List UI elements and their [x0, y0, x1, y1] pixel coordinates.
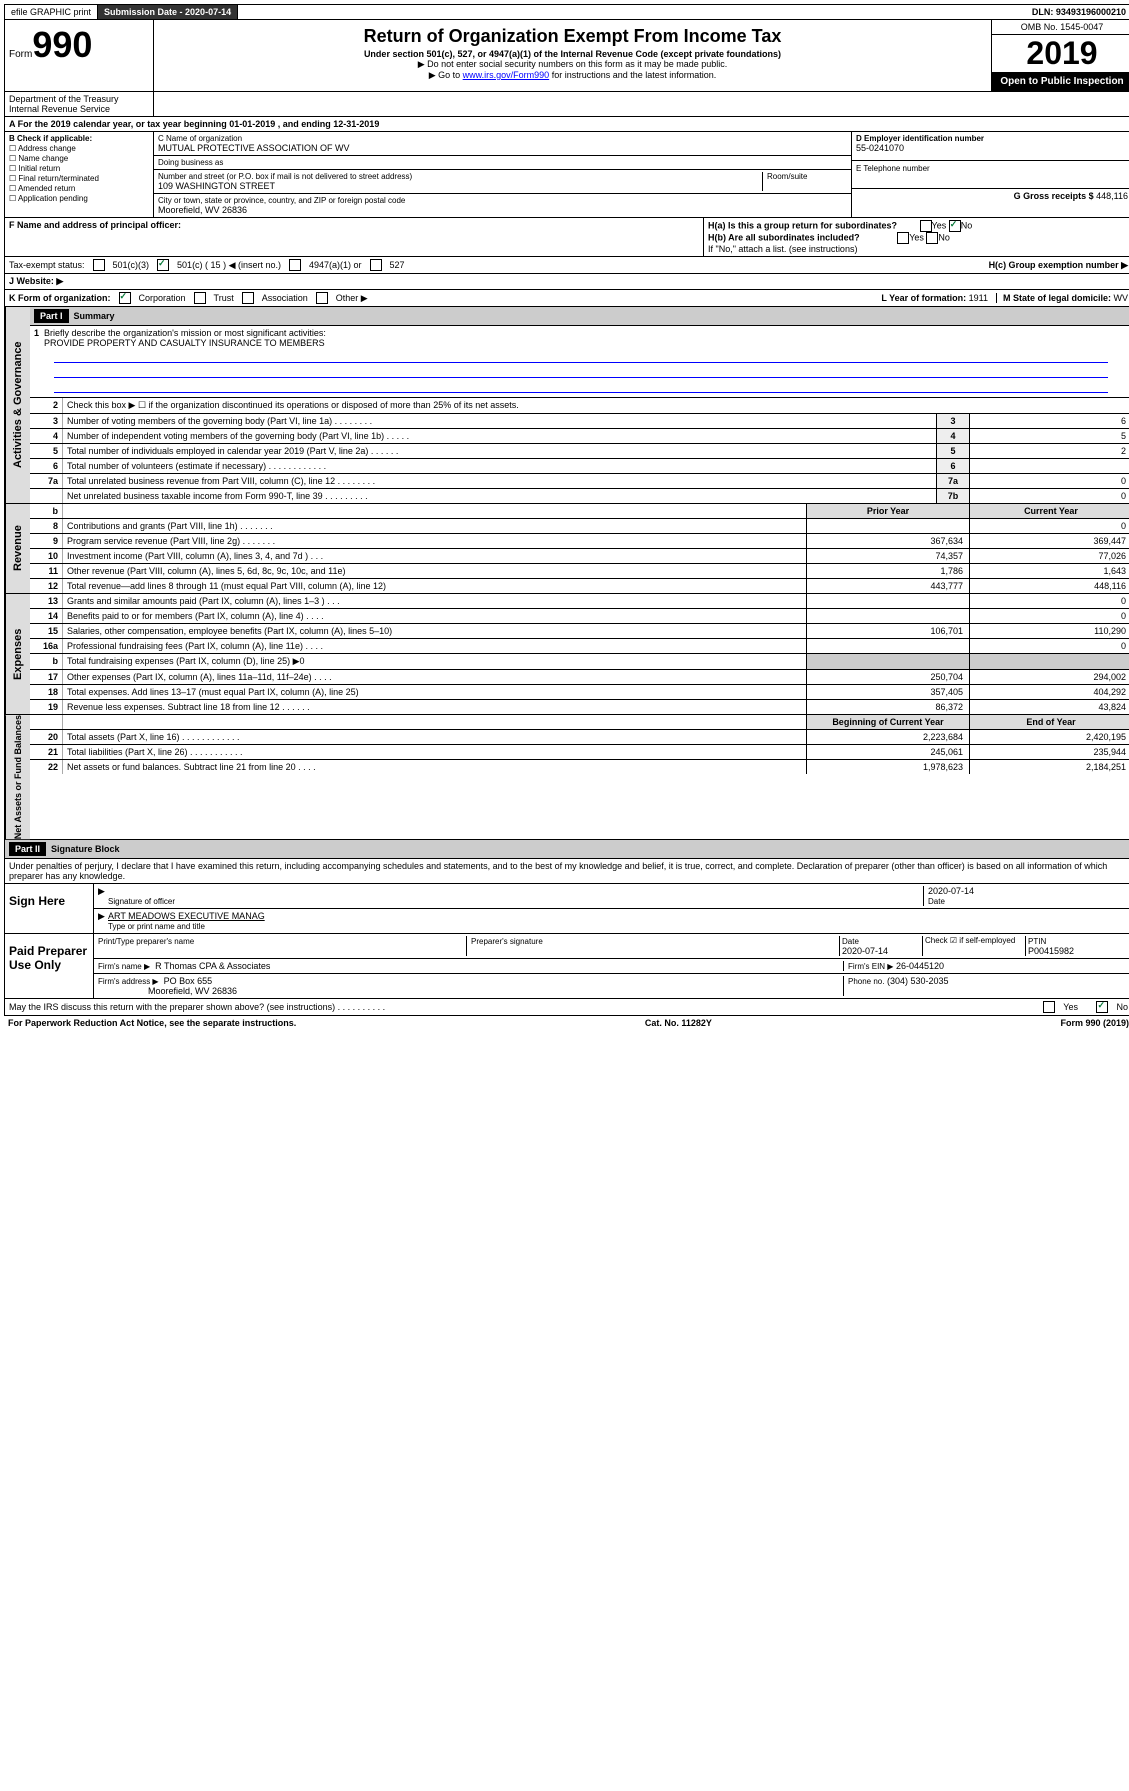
table-row: 21Total liabilities (Part X, line 26) . …: [30, 745, 1129, 760]
box-h: H(a) Is this a group return for subordin…: [704, 218, 1129, 256]
discuss-row: May the IRS discuss this return with the…: [4, 999, 1129, 1016]
box-b: B Check if applicable: ☐ Address change …: [5, 132, 154, 217]
gross-receipts: 448,116: [1096, 191, 1128, 201]
paid-preparer-label: Paid Preparer Use Only: [5, 934, 94, 998]
open-to-public-badge: Open to Public Inspection: [992, 72, 1129, 91]
side-label-net-assets: Net Assets or Fund Balances: [5, 715, 30, 839]
form-title: Return of Organization Exempt From Incom…: [158, 26, 987, 47]
current-year-header: Current Year: [969, 504, 1129, 518]
table-row: 7aTotal unrelated business revenue from …: [30, 474, 1129, 489]
side-label-revenue: Revenue: [5, 504, 30, 593]
table-row: 3Number of voting members of the governi…: [30, 414, 1129, 429]
table-row: 20Total assets (Part X, line 16) . . . .…: [30, 730, 1129, 745]
part-ii-header: Part II Signature Block: [5, 840, 1129, 859]
table-row: 11Other revenue (Part VIII, column (A), …: [30, 564, 1129, 579]
table-row: 17Other expenses (Part IX, column (A), l…: [30, 670, 1129, 685]
city-state-zip: Moorefield, WV 26836: [158, 205, 847, 215]
tax-year: 2019: [992, 35, 1129, 72]
subtitle-2: ▶ Do not enter social security numbers o…: [158, 59, 987, 70]
org-name: MUTUAL PROTECTIVE ASSOCIATION OF WV: [158, 143, 847, 153]
efile-label: efile GRAPHIC print: [5, 5, 98, 19]
ein: 55-0241070: [856, 143, 1128, 153]
beginning-year-header: Beginning of Current Year: [806, 715, 969, 729]
table-row: Net unrelated business taxable income fr…: [30, 489, 1129, 503]
table-row: 12Total revenue—add lines 8 through 11 (…: [30, 579, 1129, 593]
form-number-box: Form990: [5, 20, 154, 91]
department-label: Department of the Treasury Internal Reve…: [5, 92, 154, 116]
side-label-governance: Activities & Governance: [5, 307, 30, 503]
table-row: 19Revenue less expenses. Subtract line 1…: [30, 700, 1129, 714]
website-row: J Website: ▶: [4, 274, 1129, 290]
form-header: Form990 Return of Organization Exempt Fr…: [4, 20, 1129, 92]
subtitle-3: ▶ Go to www.irs.gov/Form990 for instruct…: [158, 70, 987, 81]
tax-period: A For the 2019 calendar year, or tax yea…: [4, 117, 1129, 132]
table-row: 18Total expenses. Add lines 13–17 (must …: [30, 685, 1129, 700]
table-row: 13Grants and similar amounts paid (Part …: [30, 594, 1129, 609]
form-organization-row: K Form of organization: Corporation Trus…: [4, 290, 1129, 307]
table-row: 22Net assets or fund balances. Subtract …: [30, 760, 1129, 774]
footer: For Paperwork Reduction Act Notice, see …: [4, 1016, 1129, 1030]
table-row: 6Total number of volunteers (estimate if…: [30, 459, 1129, 474]
street-address: 109 WASHINGTON STREET: [158, 181, 762, 191]
dln-label: DLN: 93493196000210: [1026, 5, 1129, 19]
irs-link[interactable]: www.irs.gov/Form990: [463, 70, 550, 80]
subtitle-1: Under section 501(c), 527, or 4947(a)(1)…: [158, 49, 987, 59]
top-bar: efile GRAPHIC print Submission Date - 20…: [4, 4, 1129, 20]
table-row: 5Total number of individuals employed in…: [30, 444, 1129, 459]
mission-text: PROVIDE PROPERTY AND CASUALTY INSURANCE …: [44, 338, 325, 348]
table-row: 10Investment income (Part VIII, column (…: [30, 549, 1129, 564]
omb-number: OMB No. 1545-0047: [992, 20, 1129, 35]
box-f: F Name and address of principal officer:: [5, 218, 704, 256]
perjury-statement: Under penalties of perjury, I declare th…: [5, 859, 1129, 884]
submission-date-button[interactable]: Submission Date - 2020-07-14: [98, 5, 238, 19]
end-year-header: End of Year: [969, 715, 1129, 729]
table-row: 16aProfessional fundraising fees (Part I…: [30, 639, 1129, 654]
tax-exempt-status-row: Tax-exempt status: 501(c)(3) 501(c) ( 15…: [4, 257, 1129, 274]
table-row: 8Contributions and grants (Part VIII, li…: [30, 519, 1129, 534]
table-row: 9Program service revenue (Part VIII, lin…: [30, 534, 1129, 549]
side-label-expenses: Expenses: [5, 594, 30, 714]
table-row: 15Salaries, other compensation, employee…: [30, 624, 1129, 639]
sign-here-label: Sign Here: [5, 884, 94, 933]
table-row: bTotal fundraising expenses (Part IX, co…: [30, 654, 1129, 670]
table-row: 2Check this box ▶ ☐ if the organization …: [30, 398, 1129, 414]
prior-year-header: Prior Year: [806, 504, 969, 518]
table-row: 4Number of independent voting members of…: [30, 429, 1129, 444]
part-i-header: Part I Summary: [30, 307, 1129, 326]
table-row: 14Benefits paid to or for members (Part …: [30, 609, 1129, 624]
